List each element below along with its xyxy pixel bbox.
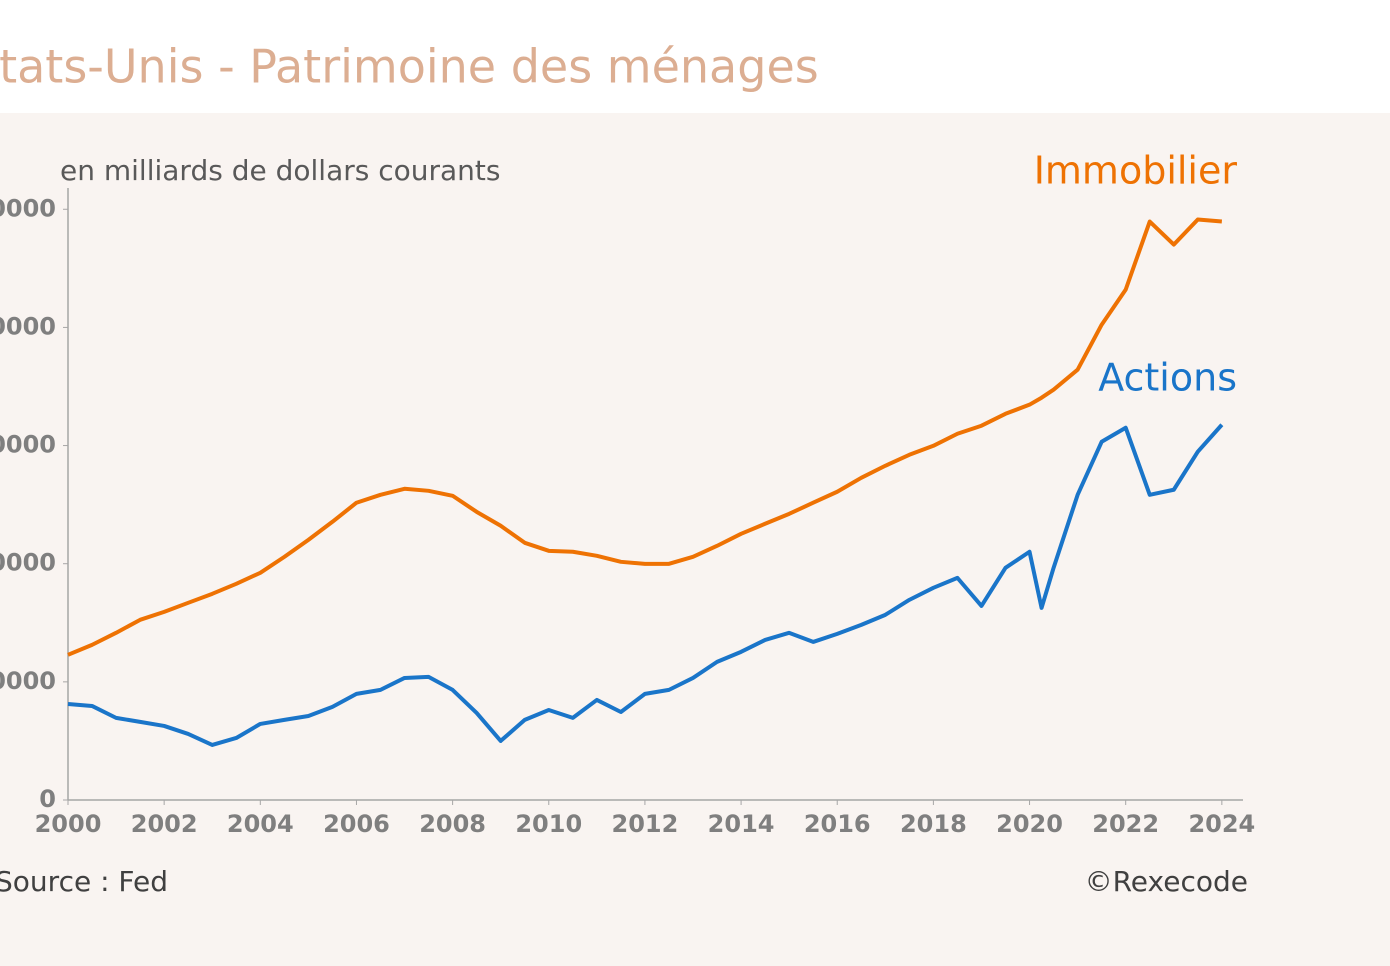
- y-tick-label: 10000: [0, 667, 56, 695]
- x-tick-label: 2020: [996, 810, 1063, 838]
- x-tick-label: 2004: [227, 810, 294, 838]
- x-tick-label: 2010: [515, 810, 582, 838]
- source: Source : Fed: [0, 865, 168, 898]
- credit: ©Rexecode: [1085, 865, 1248, 898]
- y-tick-label: 0: [39, 785, 56, 813]
- subtitle: en milliards de dollars courants: [60, 154, 500, 187]
- legend-label: Immobilier: [1034, 149, 1238, 193]
- y-tick-label: 20000: [0, 549, 56, 577]
- x-tick-label: 2006: [323, 810, 390, 838]
- line-series: [67, 217, 1223, 657]
- x-tick-label: 2008: [419, 810, 486, 838]
- y-tick-label: 40000: [0, 312, 56, 340]
- line-series: [67, 423, 1224, 747]
- x-tick-label: 2024: [1188, 810, 1255, 838]
- x-tick-label: 2014: [708, 810, 775, 838]
- legend-label: Actions: [1098, 356, 1237, 400]
- x-tick-label: 2000: [35, 810, 102, 838]
- plot-background: [0, 113, 1390, 966]
- x-tick-label: 2022: [1092, 810, 1159, 838]
- x-tick-label: 2002: [131, 810, 198, 838]
- x-tick-label: 2016: [804, 810, 871, 838]
- y-tick-label: 30000: [0, 431, 56, 459]
- x-tick-label: 2018: [900, 810, 967, 838]
- chart-title: États-Unis - Patrimoine des ménages: [0, 40, 819, 94]
- x-tick-label: 2012: [612, 810, 679, 838]
- y-tick-label: 50000: [0, 194, 56, 222]
